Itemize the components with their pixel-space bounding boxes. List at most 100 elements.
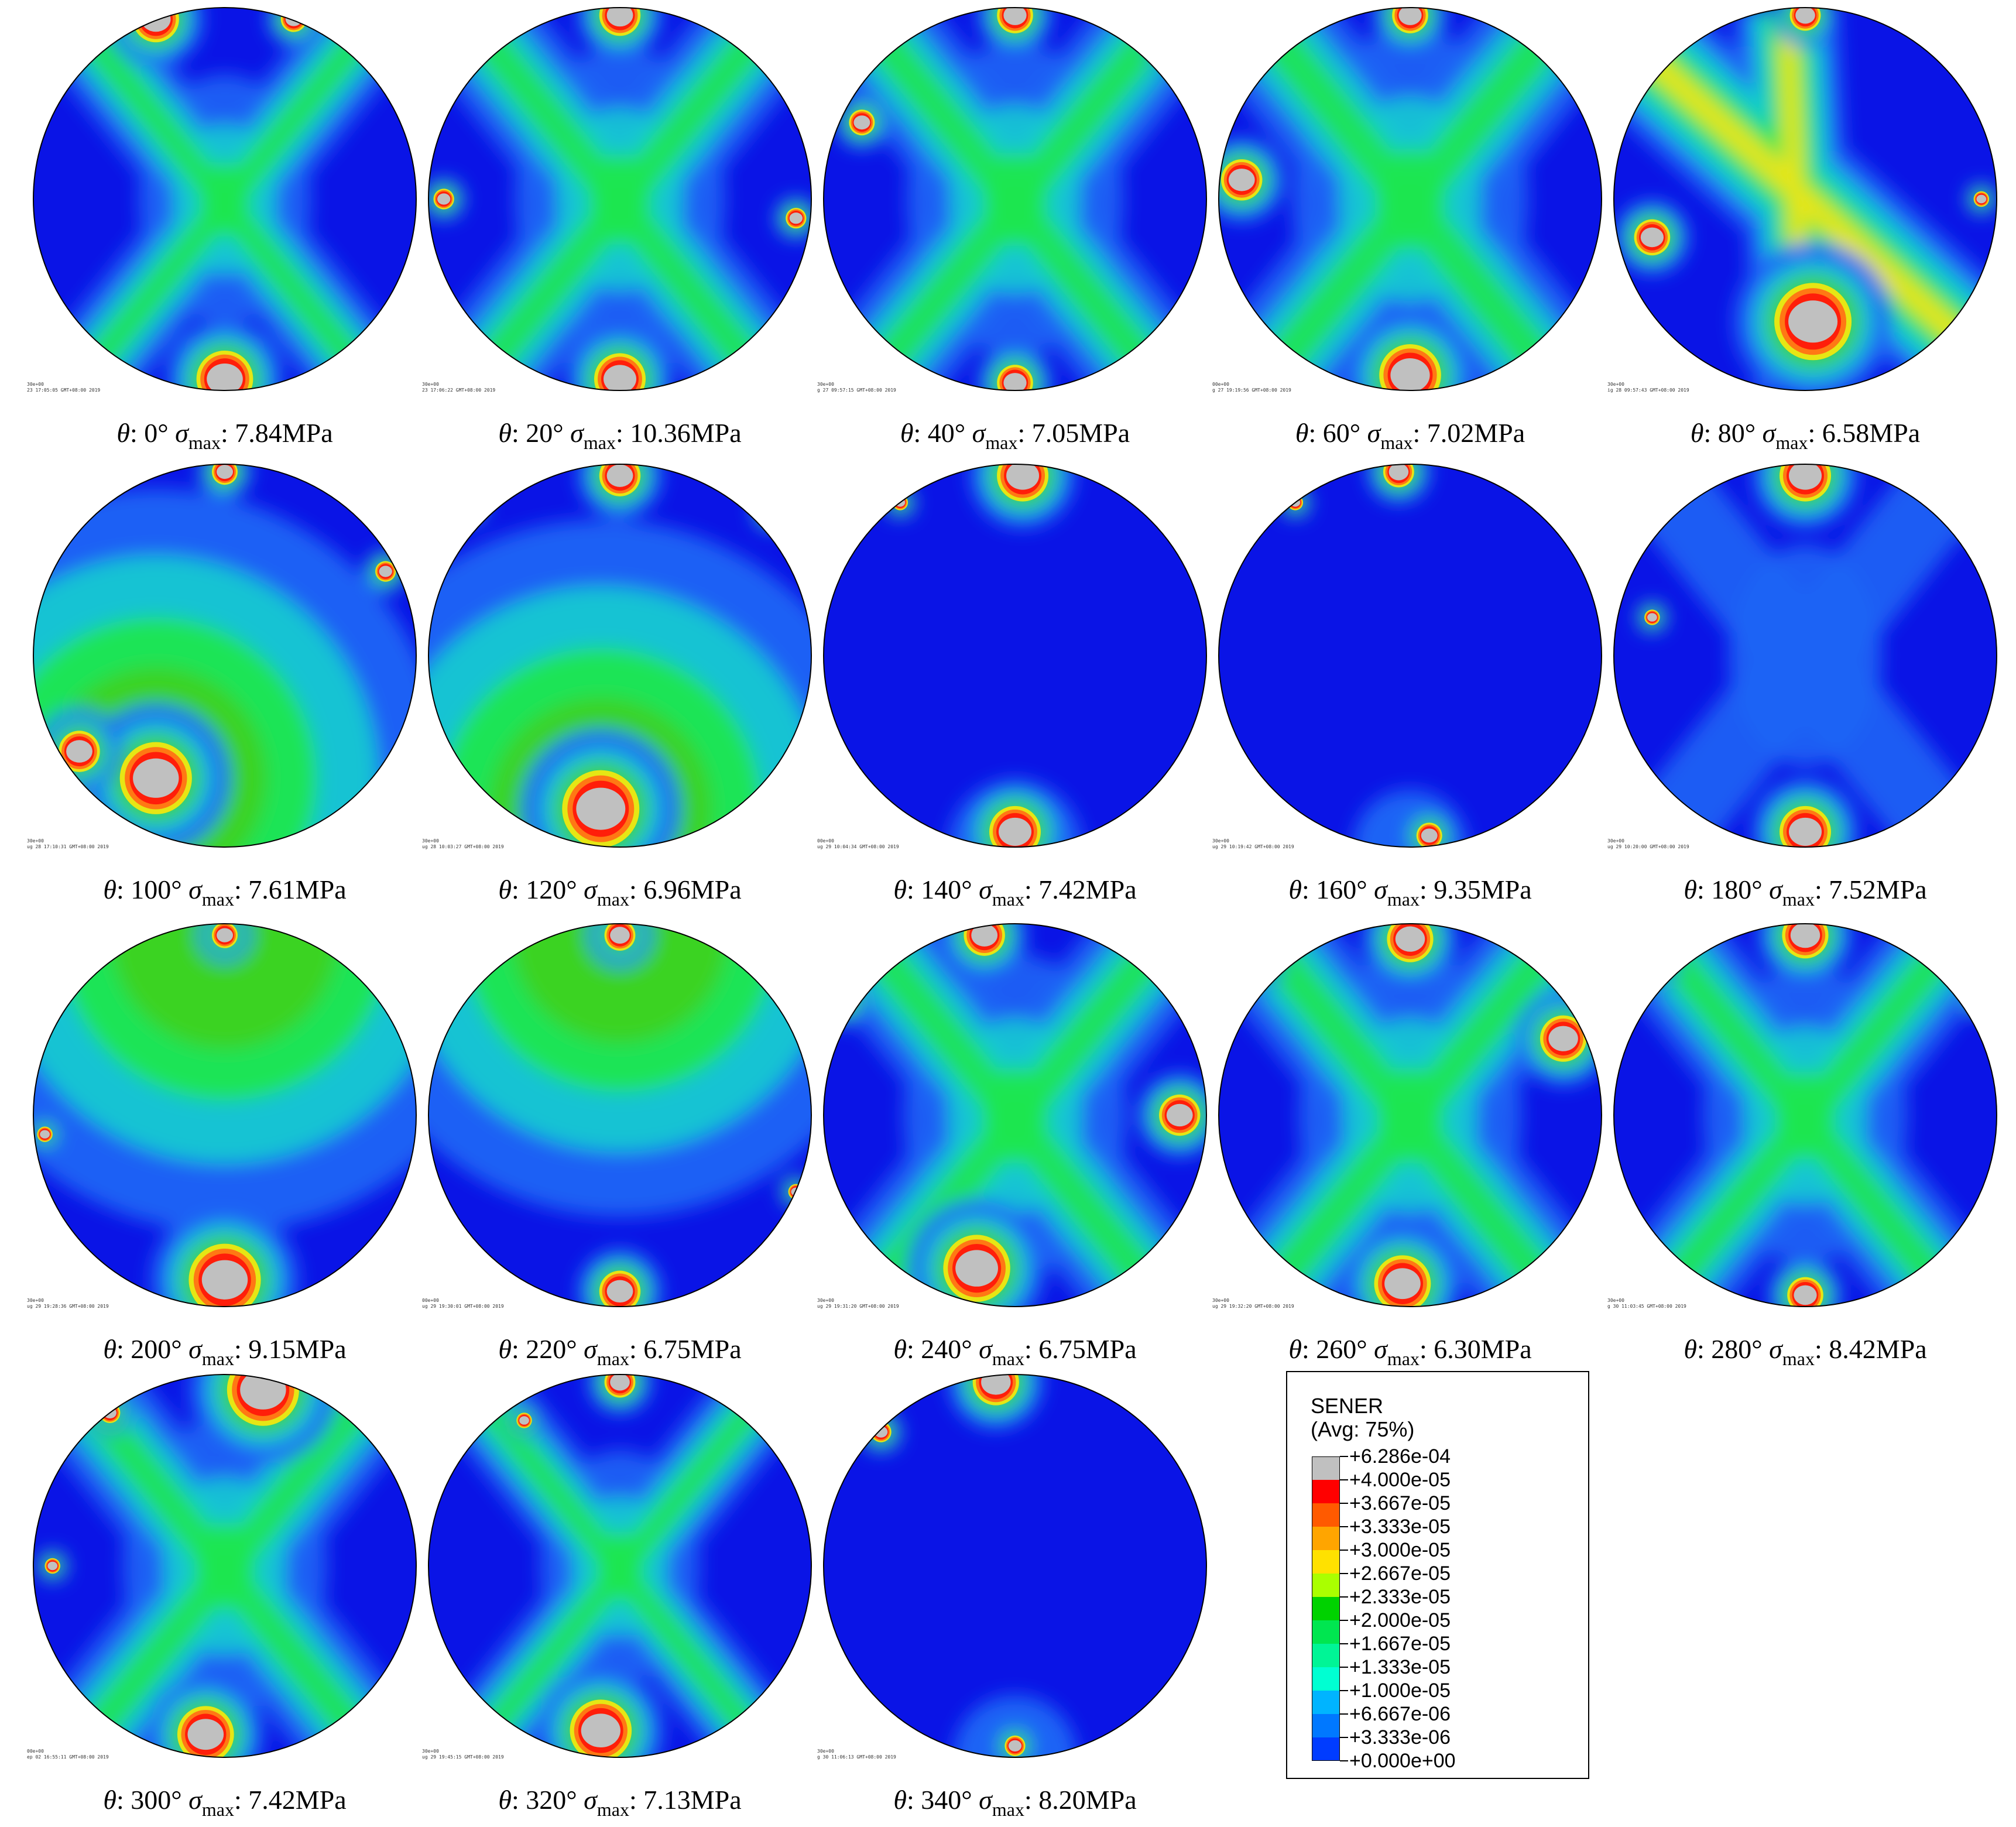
panel-caption: θ: 320° σmax: 7.13MPa	[423, 1783, 817, 1827]
legend-swatch	[1312, 1550, 1340, 1574]
render-timestamp: 30e+00 ug 29 19:28:36 GMT+08:00 2019	[27, 1298, 214, 1310]
contour-panel: 30e+00 g 30 11:03:45 GMT+08:00 2019 θ: 280…	[1607, 922, 2002, 1369]
sigma-symbol: σ	[584, 1334, 597, 1364]
caption-colon: :	[1696, 1334, 1712, 1364]
strain-energy-contour-disc	[33, 1374, 417, 1758]
max-stress-value: 7.42MPa	[248, 1785, 347, 1815]
legend-tick-mark	[1340, 1503, 1348, 1504]
sigma-symbol: σ	[188, 875, 202, 904]
timestamp-line: 30e+00	[422, 382, 439, 387]
legend-swatch	[1312, 1574, 1340, 1597]
theta-symbol: θ	[893, 875, 907, 904]
legend-tick-label: +1.333e-05	[1349, 1656, 1451, 1678]
panel-caption: θ: 0° σmax: 7.84MPa	[28, 416, 421, 460]
timestamp-line: 23 17:05:05 GMT+08:00 2019	[27, 388, 101, 393]
legend-swatch	[1312, 1503, 1340, 1527]
contour-panel: 30e+00 ug 28 10:03:27 GMT+08:00 2019 θ: 12…	[422, 462, 817, 910]
legend-tick-label: +3.333e-06	[1349, 1726, 1451, 1749]
max-stress-value: 6.30MPa	[1434, 1334, 1532, 1364]
caption-space	[1756, 418, 1763, 448]
timestamp-line: ug 29 19:45:15 GMT+08:00 2019	[422, 1754, 504, 1760]
caption-colon: :	[116, 1334, 131, 1364]
render-timestamp: 30e+00 ug 29 19:31:20 GMT+08:00 2019	[817, 1298, 1004, 1310]
caption-space	[577, 1334, 584, 1364]
loading-angle: 240°	[921, 1334, 972, 1364]
sigma-symbol: σ	[1367, 418, 1381, 448]
timestamp-line: 30e+00	[422, 1749, 439, 1754]
strain-energy-contour-disc	[33, 7, 417, 391]
caption-colon: :	[629, 1785, 644, 1815]
legend-title: SENER	[1311, 1394, 1384, 1418]
timestamp-line: 30e+00	[422, 838, 439, 844]
loading-angle: 220°	[526, 1334, 577, 1364]
max-stress-value: 7.05MPa	[1031, 418, 1130, 448]
timestamp-line: 30e+00	[1212, 1298, 1229, 1303]
max-stress-value: 8.42MPa	[1829, 1334, 1927, 1364]
theta-symbol: θ	[1288, 875, 1302, 904]
sigma-symbol: σ	[584, 1785, 597, 1815]
strain-energy-contour-disc	[1218, 7, 1602, 391]
caption-colon: :	[1301, 1334, 1316, 1364]
caption-space	[972, 1785, 979, 1815]
max-stress-value: 10.36MPa	[630, 418, 742, 448]
caption-colon: :	[906, 875, 921, 904]
strain-energy-contour-disc	[428, 923, 812, 1307]
legend-tick-mark	[1340, 1690, 1348, 1691]
strain-energy-contour-disc	[823, 464, 1207, 848]
max-stress-value: 6.96MPa	[643, 875, 742, 904]
legend-tick-mark	[1340, 1713, 1348, 1715]
sigma-symbol: σ	[1374, 875, 1387, 904]
max-subscript: max	[1775, 432, 1808, 453]
strain-energy-contour-disc	[823, 1374, 1207, 1758]
caption-colon: :	[116, 875, 131, 904]
loading-angle: 120°	[526, 875, 577, 904]
render-timestamp: 30e+00 23 17:06:22 GMT+08:00 2019	[422, 382, 609, 393]
caption-colon: :	[1024, 1785, 1039, 1815]
panel-caption: θ: 80° σmax: 6.58MPa	[1609, 416, 2002, 460]
panel-caption: θ: 240° σmax: 6.75MPa	[818, 1332, 1212, 1376]
contour-panel: 00e+00 g 27 19:19:56 GMT+08:00 2019 θ: 60°…	[1212, 6, 1607, 453]
legend-tick-mark	[1340, 1526, 1348, 1527]
render-timestamp: 30e+00 g 30 11:06:13 GMT+08:00 2019	[817, 1749, 1004, 1760]
timestamp-line: 30e+00	[817, 382, 834, 387]
panel-caption: θ: 280° σmax: 8.42MPa	[1609, 1332, 2002, 1376]
caption-space	[182, 1334, 189, 1364]
sigma-symbol: σ	[979, 1334, 992, 1364]
caption-space	[972, 875, 979, 904]
panel-caption: θ: 120° σmax: 6.96MPa	[423, 872, 817, 917]
max-stress-value: 7.13MPa	[643, 1785, 742, 1815]
max-stress-value: 7.61MPa	[248, 875, 347, 904]
contour-panel: 30e+00 ug 29 19:32:20 GMT+08:00 2019 θ: 26…	[1212, 922, 1607, 1369]
max-stress-value: 7.84MPa	[235, 418, 333, 448]
timestamp-line: ug 28 10:03:27 GMT+08:00 2019	[422, 844, 504, 849]
theta-symbol: θ	[893, 1785, 907, 1815]
loading-angle: 260°	[1316, 1334, 1367, 1364]
timestamp-line: 00e+00	[1212, 382, 1229, 387]
render-timestamp: 00e+00 g 27 19:19:56 GMT+08:00 2019	[1212, 382, 1400, 393]
theta-symbol: θ	[498, 1785, 512, 1815]
max-subscript: max	[201, 889, 234, 910]
caption-colon: :	[1808, 418, 1822, 448]
caption-colon: :	[906, 1334, 921, 1364]
render-timestamp: 30e+00 23 17:05:05 GMT+08:00 2019	[27, 382, 214, 393]
strain-energy-contour-disc	[1218, 923, 1602, 1307]
max-stress-value: 8.20MPa	[1038, 1785, 1137, 1815]
caption-space	[1367, 875, 1374, 904]
timestamp-line: 23 17:06:22 GMT+08:00 2019	[422, 388, 496, 393]
caption-space	[169, 418, 176, 448]
contour-panel: 30e+00 g 27 09:57:15 GMT+08:00 2019 θ: 40°…	[817, 6, 1212, 453]
loading-angle: 60°	[1322, 418, 1361, 448]
legend-swatch	[1312, 1597, 1340, 1620]
render-timestamp: 30e+00 ug 29 10:20:00 GMT+08:00 2019	[1607, 838, 1795, 850]
max-subscript: max	[1380, 432, 1413, 453]
max-subscript: max	[992, 1348, 1024, 1369]
caption-colon: :	[511, 1334, 526, 1364]
loading-angle: 300°	[131, 1785, 182, 1815]
sigma-symbol: σ	[1762, 418, 1776, 448]
panel-caption: θ: 140° σmax: 7.42MPa	[818, 872, 1212, 917]
legend-tick-mark	[1340, 1737, 1348, 1738]
panel-caption: θ: 220° σmax: 6.75MPa	[423, 1332, 817, 1376]
caption-colon: :	[1024, 1334, 1039, 1364]
legend-tick-mark	[1340, 1596, 1348, 1598]
legend-tick-mark	[1340, 1620, 1348, 1621]
